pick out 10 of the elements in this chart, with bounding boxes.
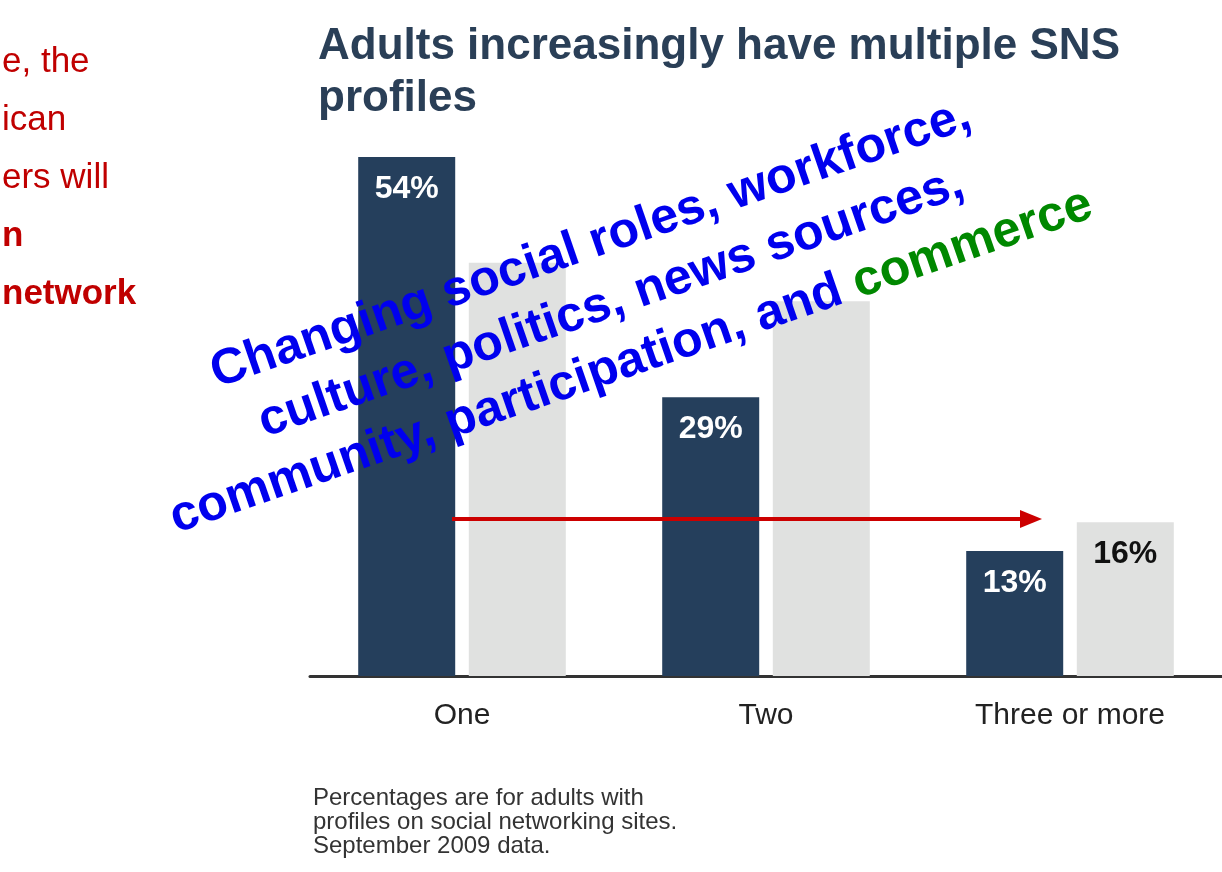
bar — [1076, 522, 1174, 676]
data-label: 54% — [374, 169, 439, 205]
data-label: 13% — [982, 563, 1047, 600]
bar — [966, 551, 1064, 676]
data-label: 16% — [1093, 534, 1158, 571]
x-tick-label: One — [433, 696, 491, 730]
text: n network — [2, 213, 137, 311]
text: Percentages are for adults with profiles on social networking sites. September 2009 data. — [313, 782, 678, 858]
x-tick-label: Two — [738, 696, 794, 730]
x-tick-label: Three or more — [974, 696, 1166, 730]
